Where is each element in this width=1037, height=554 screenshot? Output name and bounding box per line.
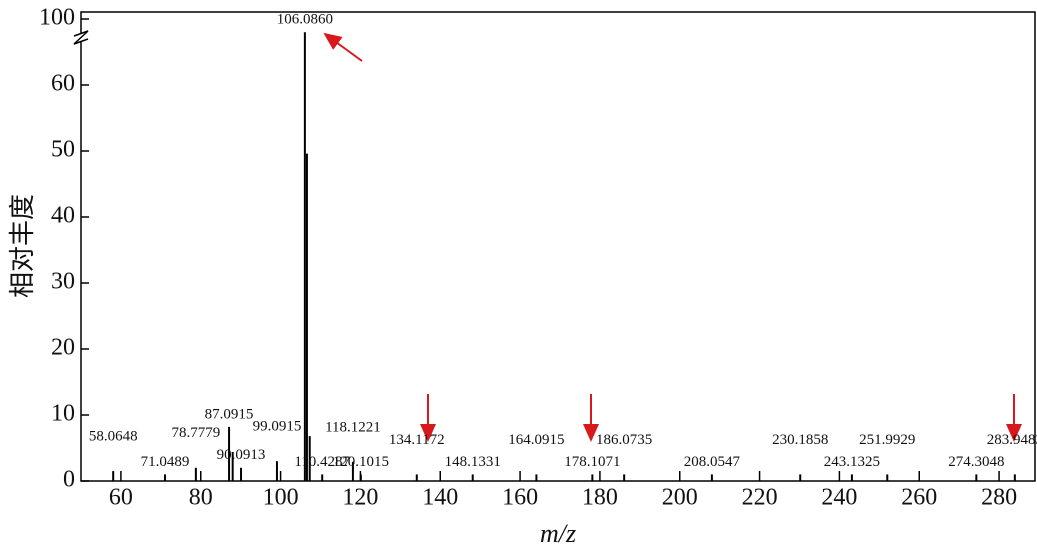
y-tick-label: 20	[51, 335, 75, 361]
x-tick-label: 60	[109, 485, 133, 511]
x-tick-label: 160	[502, 485, 538, 511]
y-tick-label: 40	[51, 203, 75, 229]
y-tick-label: 30	[51, 269, 75, 295]
peak-label: 186.0735	[596, 432, 652, 448]
peak-label: 274.3048	[948, 454, 1004, 470]
x-tick-label: 260	[901, 485, 937, 511]
y-axis-label: 相对丰度	[8, 194, 37, 298]
peak-label: 58.0648	[89, 429, 138, 445]
x-tick-label: 200	[662, 485, 698, 511]
peak-label: 164.0915	[508, 432, 564, 448]
x-tick-label: 120	[342, 485, 378, 511]
peak-label: 87.0915	[205, 406, 254, 422]
peak-label: 251.9929	[859, 432, 915, 448]
y-tick-label: 60	[51, 71, 75, 97]
peak-label: 78.7779	[171, 425, 220, 441]
peak-label: 99.0915	[253, 419, 302, 435]
x-tick-label: 280	[981, 485, 1017, 511]
peak-label: 134.1172	[389, 432, 445, 448]
peak-label: 118.1221	[325, 419, 381, 435]
peak-label: 230.1858	[772, 432, 828, 448]
x-tick-label: 100	[263, 485, 299, 511]
peak-label: 148.1331	[445, 454, 501, 470]
peak-label: 283.9483	[987, 432, 1037, 448]
y-tick-label: 10	[51, 401, 75, 427]
y-tick-label: 0	[63, 467, 75, 493]
x-tick-label: 240	[821, 485, 857, 511]
annotation-arrows	[323, 32, 1022, 442]
plot-frame	[80, 11, 1036, 482]
x-tick-label: 180	[582, 485, 618, 511]
axis-break	[73, 30, 89, 45]
peak-label: 243.1325	[824, 454, 880, 470]
peak-label: 208.0547	[684, 454, 741, 470]
x-tick-label: 140	[422, 485, 458, 511]
peak-label: 106.0860	[277, 12, 333, 28]
y-tick-label: 100	[39, 5, 75, 31]
x-axis-label: m/z	[540, 519, 576, 548]
x-tick-label: 80	[189, 485, 213, 511]
peak-label: 120.1015	[333, 454, 389, 470]
x-tick-label: 220	[742, 485, 778, 511]
peak-label: 110.4287	[294, 454, 350, 470]
peak-label: 90.0913	[217, 447, 266, 463]
peak-label: 71.0489	[141, 454, 190, 470]
y-tick-label: 50	[51, 137, 75, 163]
peak-label: 178.1071	[564, 454, 620, 470]
